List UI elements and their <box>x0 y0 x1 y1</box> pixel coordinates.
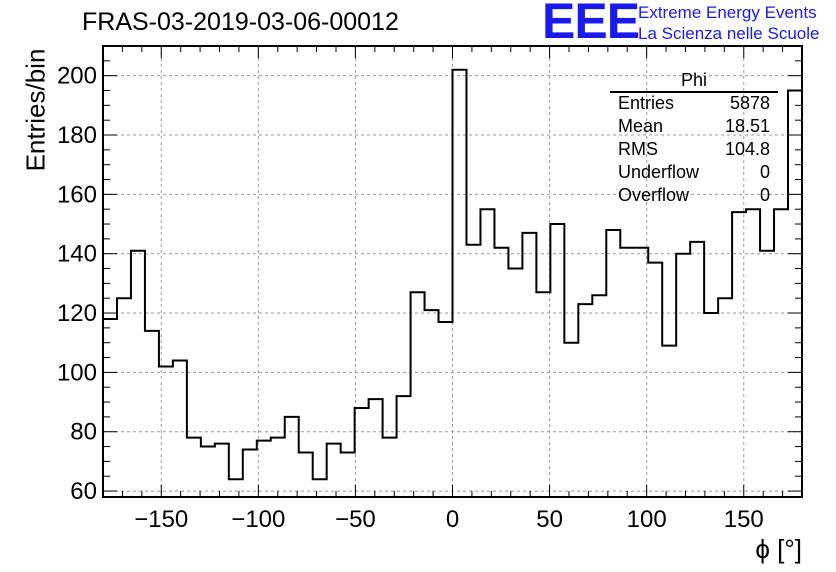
histogram-bin <box>299 452 313 497</box>
histogram-bin <box>732 212 746 497</box>
y-tick-label: 80 <box>70 419 97 446</box>
histogram-bin <box>774 209 788 497</box>
histogram-bin <box>536 292 550 497</box>
y-tick-label: 140 <box>57 241 97 268</box>
y-axis-label: Entries/bin <box>20 48 51 172</box>
stats-value: 0 <box>759 162 770 182</box>
x-tick-label: −50 <box>335 506 376 533</box>
histogram-bin <box>215 444 229 497</box>
histogram-bin <box>662 346 676 497</box>
histogram-bin <box>620 248 634 497</box>
histogram-bin <box>229 479 243 497</box>
stats-key: Underflow <box>618 162 700 182</box>
histogram-bin <box>173 361 187 497</box>
histogram-bin <box>592 295 606 497</box>
y-tick-label: 120 <box>57 300 97 327</box>
x-tick-label: 150 <box>724 506 764 533</box>
histogram-bin <box>425 310 439 497</box>
stats-value: 0 <box>759 185 770 205</box>
x-tick-label: 50 <box>536 506 563 533</box>
histogram-bin <box>187 438 201 497</box>
histogram-bin <box>522 233 536 497</box>
histogram-bin <box>257 441 271 497</box>
histogram-bin <box>411 292 425 497</box>
histogram-bin <box>397 396 411 497</box>
logo-line-1: Extreme Energy Events <box>638 3 817 22</box>
histogram-bin <box>746 209 760 497</box>
histogram-bin <box>145 331 159 497</box>
eee-logo-mark: EEE <box>542 0 640 49</box>
histogram-bin <box>341 452 355 497</box>
histogram-bin <box>564 343 578 497</box>
histogram-bin <box>131 251 145 497</box>
histogram-bin <box>788 91 802 497</box>
histogram-bin <box>383 438 397 497</box>
histogram-bin <box>243 450 257 497</box>
histogram-bin <box>271 438 285 497</box>
histogram-bin <box>201 447 215 497</box>
histogram-bin <box>606 230 620 497</box>
stats-value: 18.51 <box>724 116 770 136</box>
x-tick-label: −100 <box>231 506 285 533</box>
histogram-bin <box>508 269 522 497</box>
histogram-bin <box>690 242 704 497</box>
stats-key: Entries <box>618 93 675 113</box>
histogram-bin <box>718 298 732 497</box>
histogram-bin <box>369 399 383 497</box>
histogram-bin <box>760 251 774 497</box>
histogram-bin <box>480 209 494 497</box>
histogram-bin <box>634 248 648 497</box>
histogram-bin <box>285 417 299 497</box>
y-tick-label: 60 <box>70 478 97 505</box>
x-tick-label: 100 <box>627 506 667 533</box>
histogram-bin <box>327 444 341 497</box>
histogram-bin <box>550 224 564 497</box>
histogram-bin <box>676 254 690 497</box>
histogram-bin <box>578 304 592 497</box>
x-axis-label: ϕ [°] <box>755 534 802 564</box>
histogram-bin <box>453 70 467 497</box>
stats-title: Phi <box>680 70 707 90</box>
y-tick-label: 160 <box>57 181 97 208</box>
x-tick-label: 0 <box>446 506 459 533</box>
histogram-bin <box>704 313 718 497</box>
histogram-bin <box>313 479 327 497</box>
logo-line-2: La Scienza nelle Scuole <box>638 24 820 43</box>
chart-title: FRAS-03-2019-03-06-00012 <box>82 8 399 36</box>
stats-key: Overflow <box>618 185 690 205</box>
histogram-bin <box>494 248 508 497</box>
histogram-bin <box>355 408 369 497</box>
histogram-bin <box>117 298 131 497</box>
stats-key: Mean <box>618 116 664 136</box>
stats-value: 104.8 <box>724 139 770 159</box>
stats-value: 5878 <box>729 93 770 113</box>
histogram-bin <box>159 366 173 497</box>
histogram-bin <box>648 263 662 497</box>
histogram-step-line <box>103 68 802 481</box>
stats-divider <box>610 91 778 93</box>
y-tick-label: 200 <box>57 63 97 90</box>
y-tick-label: 180 <box>57 122 97 149</box>
histogram-bin <box>103 319 117 497</box>
histogram-bin <box>466 245 480 497</box>
x-tick-label: −150 <box>134 506 188 533</box>
y-tick-label: 100 <box>57 359 97 386</box>
stats-key: RMS <box>618 139 658 159</box>
histogram-bin <box>439 322 453 497</box>
